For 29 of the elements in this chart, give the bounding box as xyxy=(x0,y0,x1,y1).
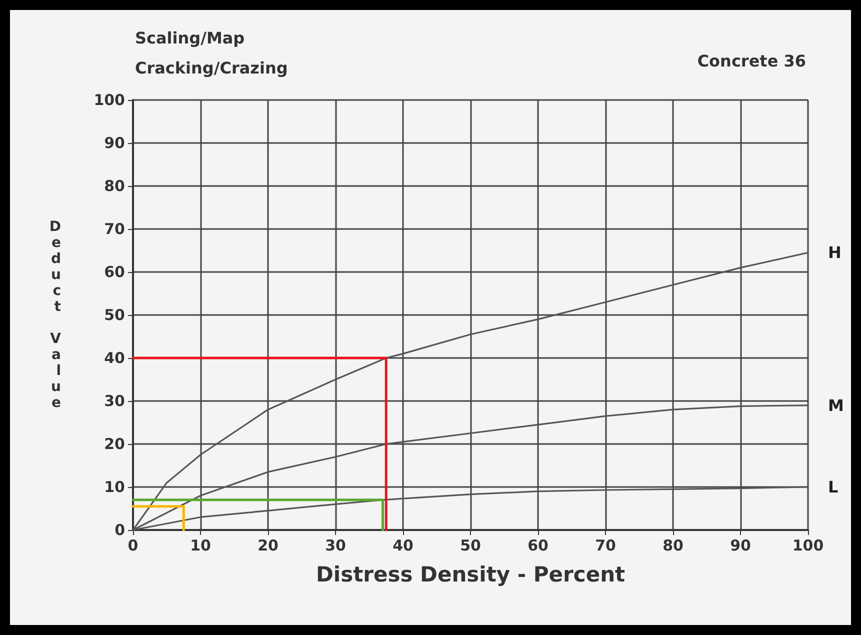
x-tick-label: 30 xyxy=(325,536,346,554)
y-tick-label: 30 xyxy=(104,392,125,410)
chart-title: Scaling/Map Cracking/Crazing xyxy=(135,28,288,78)
chart-subtitle: Concrete 36 xyxy=(697,52,806,70)
series-label: L xyxy=(828,478,838,496)
y-tick-label: 80 xyxy=(104,177,125,195)
x-tick-label: 100 xyxy=(792,536,824,554)
text: Deduct Value xyxy=(49,219,61,411)
x-tick-label: 0 xyxy=(128,536,138,554)
y-tick-label: 10 xyxy=(104,478,125,496)
y-tick-label: 90 xyxy=(104,134,125,152)
y-tick-label: 60 xyxy=(104,263,125,281)
x-tick-label: 80 xyxy=(662,536,684,554)
y-tick-label: 0 xyxy=(114,521,125,539)
x-tick-label: 50 xyxy=(460,536,481,554)
x-tick-label: 40 xyxy=(392,536,414,554)
x-tick-label: 20 xyxy=(258,536,278,554)
series-label: M xyxy=(828,396,844,415)
x-tick-label: 10 xyxy=(190,536,211,554)
x-tick-label: 70 xyxy=(595,536,616,554)
y-tick-label: 100 xyxy=(94,91,125,109)
x-axis-title: Distress Density - Percent xyxy=(316,562,626,586)
y-tick-label: 40 xyxy=(104,349,125,367)
x-tick-label: 60 xyxy=(528,536,548,554)
y-tick-label: 70 xyxy=(104,220,125,238)
x-tick-label: 90 xyxy=(730,536,751,554)
y-tick-label: 20 xyxy=(104,435,125,453)
y-tick-label: 50 xyxy=(104,306,125,324)
series-label: H xyxy=(828,243,842,262)
